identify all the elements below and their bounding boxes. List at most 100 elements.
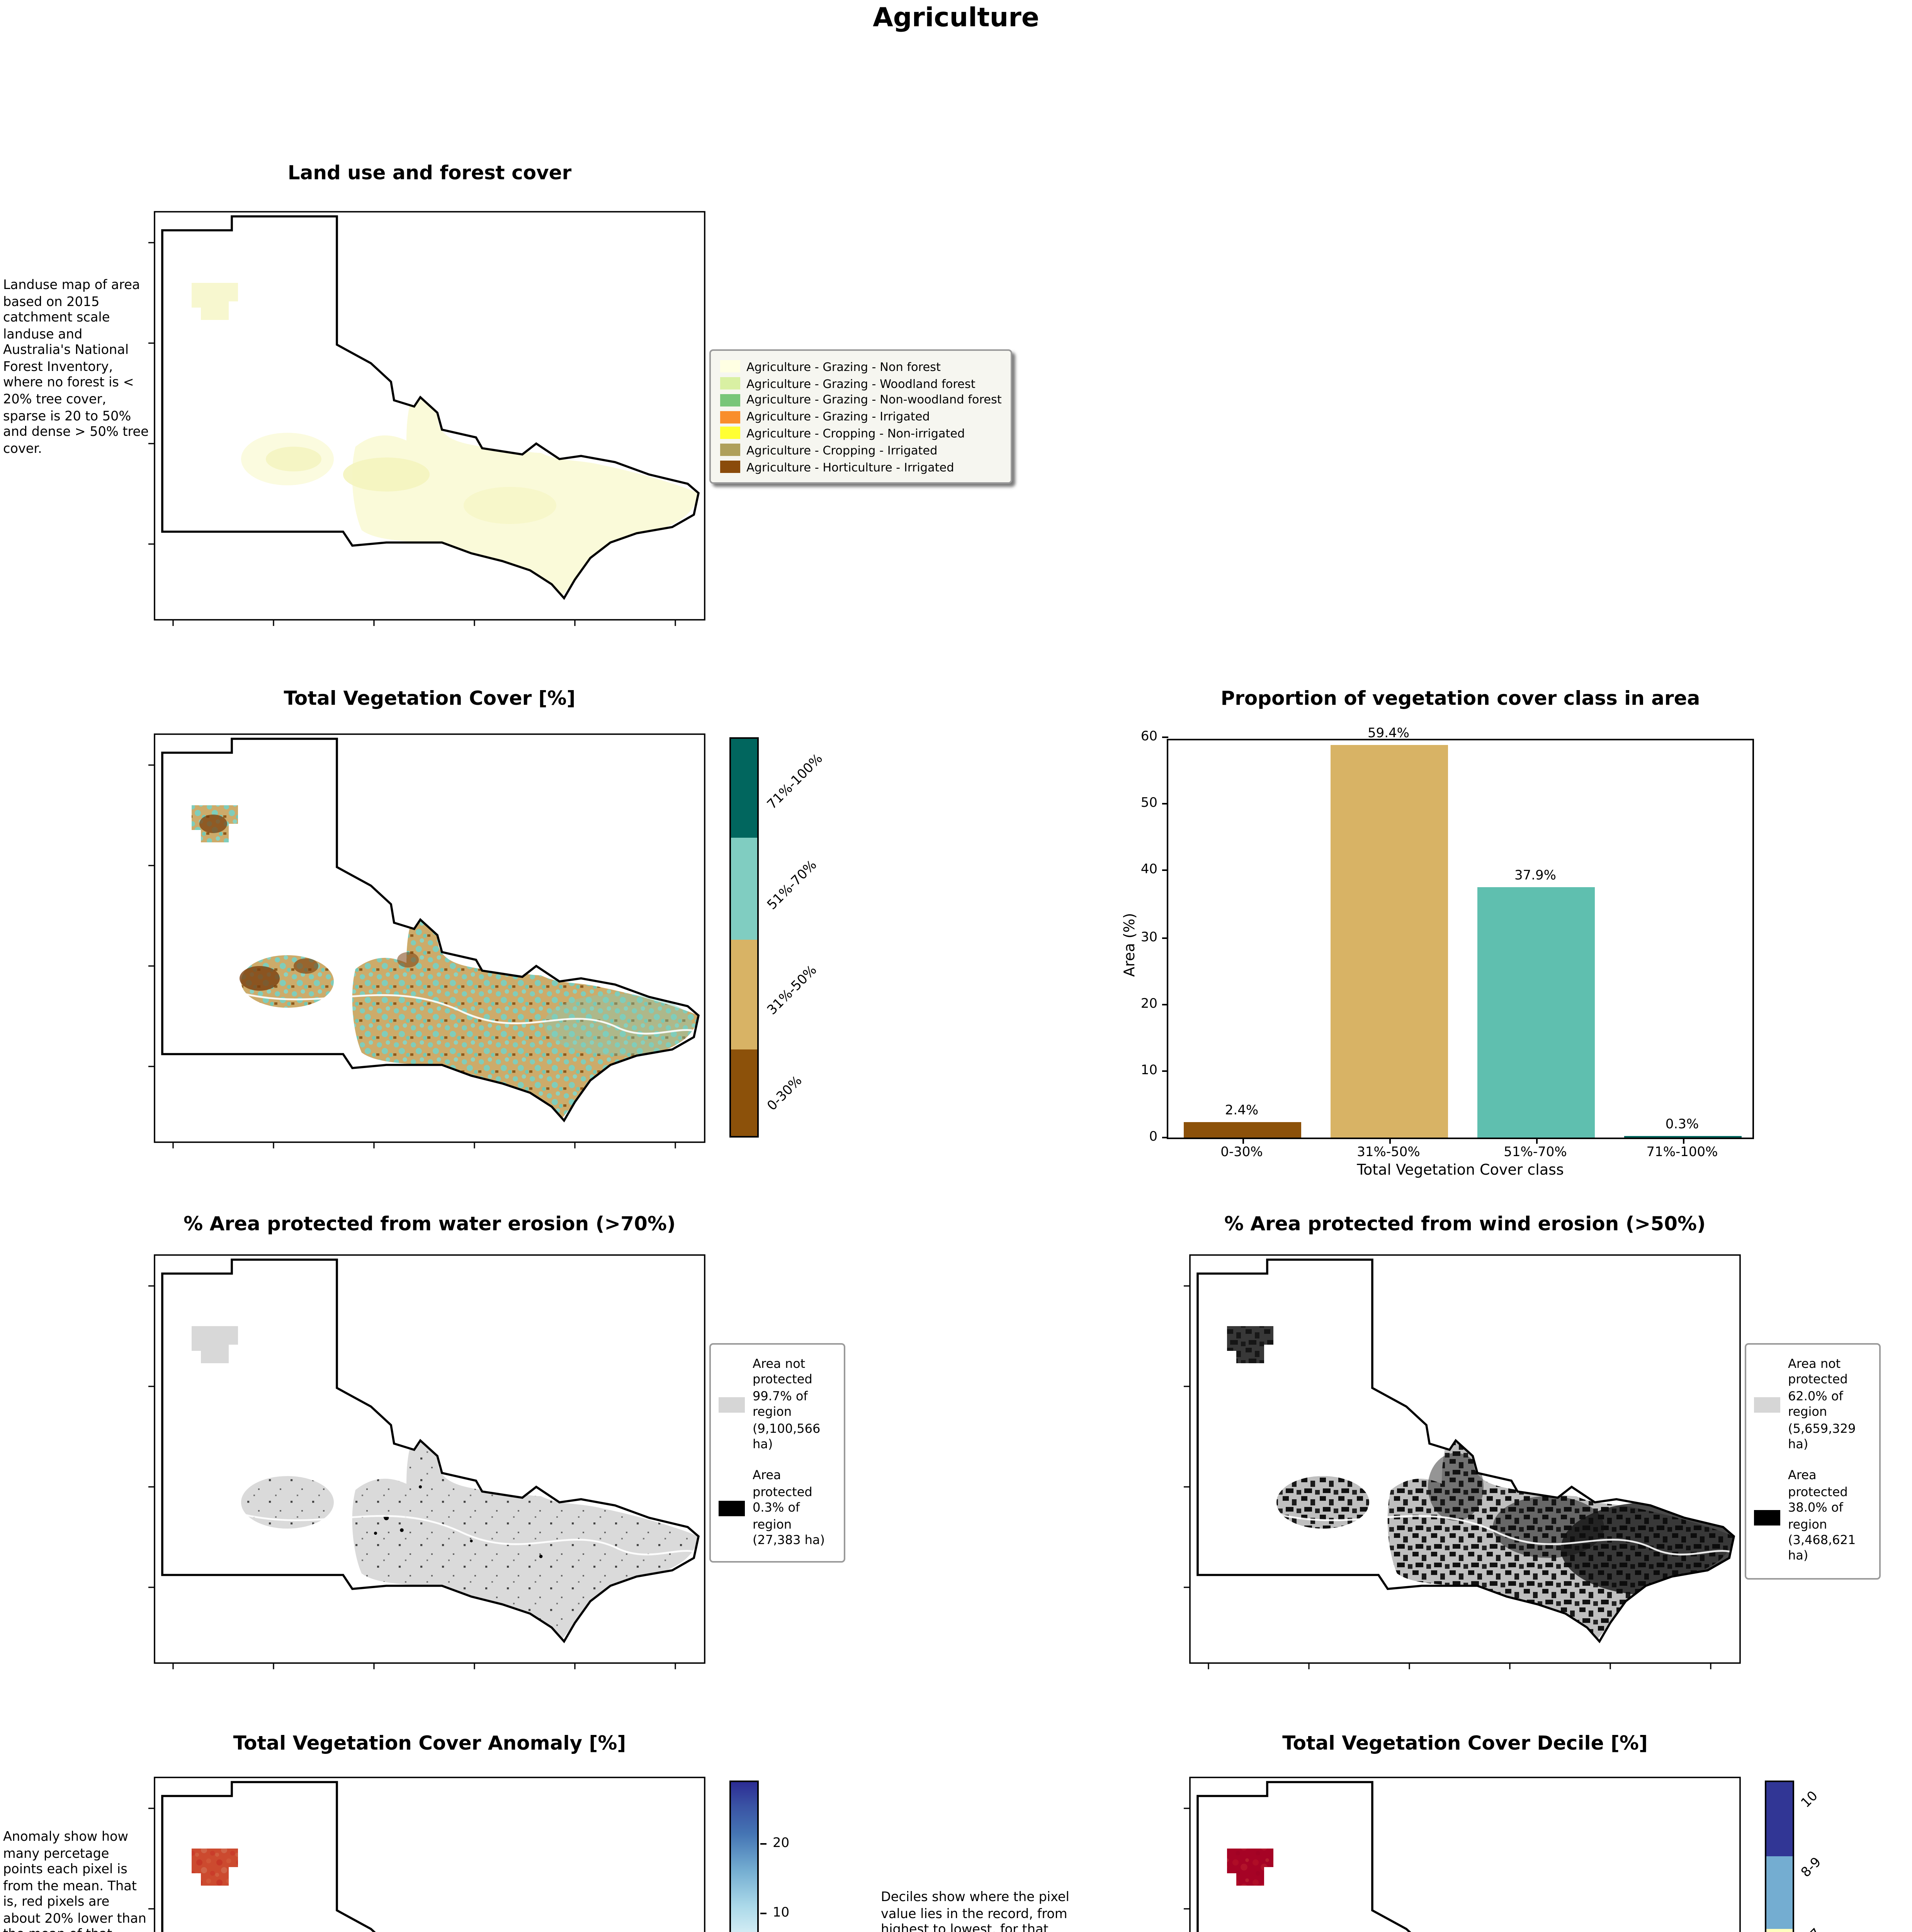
legend-row: Area not protected 62.0% of region (5,65… <box>1754 1357 1871 1453</box>
vegcover-raster <box>192 805 699 1121</box>
landuse-title: Land use and forest cover <box>287 161 572 184</box>
vegcover-title: Total Vegetation Cover [%] <box>284 686 576 709</box>
wind-erosion-raster <box>1227 1326 1734 1641</box>
legend-label: Area protected 38.0% of region (3,468,62… <box>1788 1469 1856 1563</box>
legend-row: Agriculture - Grazing - Woodland forest <box>720 376 1002 390</box>
vegcover-colorbar <box>729 737 759 1138</box>
decile-map <box>1184 1777 1741 1932</box>
legend-row: Agriculture - Grazing - Non-woodland for… <box>720 393 1002 407</box>
proportion-bar-chart: 0 10 20 30 40 50 60 2.4% 59.4% 37.9% 0.3… <box>1141 726 1754 1161</box>
legend-swatch <box>719 1501 745 1517</box>
legend-label: Area not protected 62.0% of region (5,65… <box>1788 1357 1856 1451</box>
colorbar-label: 0-30% <box>765 1073 806 1115</box>
legend-label: Agriculture - Cropping - Irrigated <box>746 443 938 457</box>
colorbar-tick-label: 10 <box>773 1906 790 1921</box>
legend-row: Agriculture - Cropping - Non-irrigated <box>720 427 1002 440</box>
legend-label: Agriculture - Grazing - Woodland forest <box>746 376 976 391</box>
y-tick-label: 0 <box>1149 1130 1157 1145</box>
y-tick-label: 10 <box>1140 1063 1157 1079</box>
bar-value-label: 37.9% <box>1514 869 1557 884</box>
vegcover-map <box>148 733 705 1148</box>
anomaly-title: Total Vegetation Cover Anomaly [%] <box>233 1731 626 1754</box>
colorbar-segment <box>731 939 757 1050</box>
decile-colorbar <box>1765 1781 1794 1932</box>
colorbar-label: 51%-70% <box>765 858 821 914</box>
catchment-outline <box>1198 1782 1734 1932</box>
y-tick-label: 30 <box>1140 930 1157 945</box>
water-erosion-map <box>148 1254 705 1669</box>
legend-swatch <box>720 444 740 457</box>
x-axis-label: Total Vegetation Cover class <box>1357 1162 1564 1179</box>
legend-swatch <box>720 410 740 423</box>
colorbar-label: 71%-100% <box>765 752 827 813</box>
water-erosion-raster <box>192 1326 699 1641</box>
anomaly-raster <box>192 1849 238 1886</box>
water-erosion-title: % Area protected from water erosion (>70… <box>184 1212 676 1235</box>
landuse-raster <box>192 283 699 598</box>
x-tick-label: 51%-70% <box>1504 1145 1567 1161</box>
proportion-chart-title: Proportion of vegetation cover class in … <box>1220 686 1700 709</box>
bar-value-label: 2.4% <box>1225 1104 1259 1119</box>
legend-row: Area protected 38.0% of region (3,468,62… <box>1754 1469 1871 1565</box>
legend-swatch <box>1754 1397 1780 1413</box>
y-tick-label: 50 <box>1140 796 1157 812</box>
legend-swatch <box>720 427 740 440</box>
legend-row: Agriculture - Grazing - Irrigated <box>720 410 1002 424</box>
colorbar-segment <box>1766 1855 1793 1929</box>
legend-swatch <box>1754 1509 1780 1525</box>
bar-31-50: 59.4% <box>1330 726 1447 1138</box>
x-tick-label: 31%-50% <box>1357 1145 1420 1161</box>
x-tick-label: 0-30% <box>1220 1145 1263 1161</box>
colorbar-segment <box>731 739 757 837</box>
y-axis-label: Area (%) <box>1122 913 1139 977</box>
legend-label: Agriculture - Grazing - Non forest <box>746 360 941 374</box>
legend-row: Agriculture - Cropping - Irrigated <box>720 443 1002 457</box>
bar-value-label: 59.4% <box>1367 726 1410 742</box>
y-tick-label: 20 <box>1140 996 1157 1012</box>
landuse-legend: Agriculture - Grazing - Non forest Agric… <box>709 349 1013 485</box>
legend-row: Agriculture - Grazing - Non forest <box>720 360 1002 374</box>
colorbar-label: 8-9 <box>1799 1855 1825 1881</box>
legend-swatch <box>720 361 740 373</box>
landuse-map <box>148 211 705 626</box>
y-tick-label: 60 <box>1140 730 1157 745</box>
legend-row: Area not protected 99.7% of region (9,10… <box>719 1357 836 1453</box>
bar-51-70: 37.9% <box>1477 869 1594 1138</box>
water-erosion-legend: Area not protected 99.7% of region (9,10… <box>709 1343 845 1563</box>
colorbar-segment <box>1766 1782 1793 1856</box>
wind-erosion-title: % Area protected from wind erosion (>50%… <box>1224 1212 1706 1235</box>
decile-raster <box>1227 1849 1273 1886</box>
legend-label: Area not protected 99.7% of region (9,10… <box>753 1357 821 1451</box>
legend-label: Agriculture - Grazing - Irrigated <box>746 410 930 424</box>
colorbar-segment <box>731 837 757 940</box>
legend-swatch <box>720 394 740 406</box>
colorbar-segment <box>1766 1929 1793 1932</box>
colorbar-label: 31%-50% <box>765 963 821 1019</box>
landuse-description: Landuse map of area based on 2015 catchm… <box>3 277 149 456</box>
anomaly-colorbar <box>729 1781 759 1932</box>
legend-label: Agriculture - Cropping - Non-irrigated <box>746 426 965 440</box>
bar-71-100: 0.3% <box>1623 1118 1741 1138</box>
legend-label: Agriculture - Grazing - Non-woodland for… <box>746 393 1002 407</box>
page-title: Agriculture <box>873 3 1039 34</box>
x-tick-label: 71%-100% <box>1646 1145 1718 1161</box>
y-tick-label: 40 <box>1140 863 1157 879</box>
anomaly-map <box>148 1777 705 1932</box>
bar-0-30: 2.4% <box>1183 1104 1300 1138</box>
anomaly-description: Anomaly show how many percetage points e… <box>3 1828 146 1932</box>
decile-description: Deciles show where the pixel value lies … <box>881 1889 1069 1932</box>
legend-swatch <box>720 461 740 473</box>
wind-erosion-map <box>1184 1254 1741 1669</box>
wind-erosion-legend: Area not protected 62.0% of region (5,65… <box>1745 1343 1881 1579</box>
bar-value-label: 0.3% <box>1665 1117 1699 1133</box>
legend-label: Agriculture - Horticulture - Irrigated <box>746 460 954 474</box>
colorbar-segment <box>731 1050 757 1136</box>
colorbar-label: 10 <box>1799 1789 1822 1812</box>
colorbar-label: 4-7 <box>1799 1926 1825 1932</box>
legend-row: Agriculture - Horticulture - Irrigated <box>720 460 1002 474</box>
legend-row: Area protected 0.3% of region (27,383 ha… <box>719 1469 836 1549</box>
legend-label: Area protected 0.3% of region (27,383 ha… <box>753 1469 825 1547</box>
decile-title: Total Vegetation Cover Decile [%] <box>1282 1731 1648 1754</box>
legend-swatch <box>720 377 740 390</box>
